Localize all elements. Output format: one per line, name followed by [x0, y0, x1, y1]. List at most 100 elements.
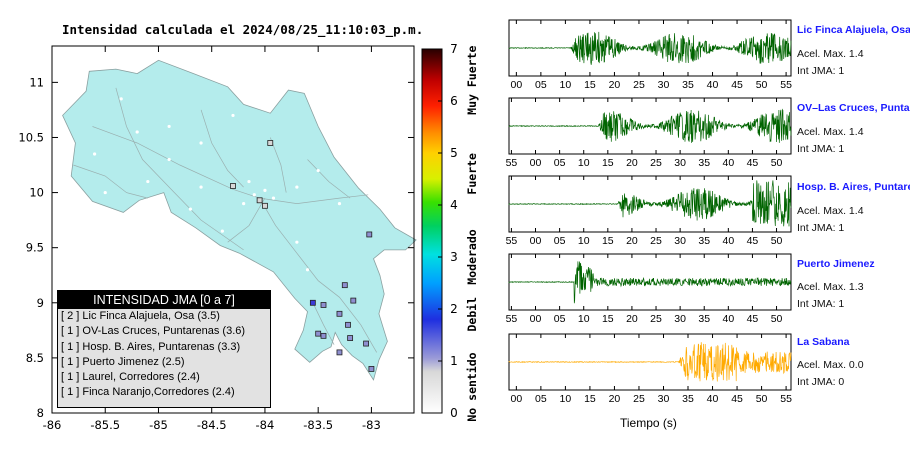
town-dot	[167, 157, 171, 162]
town-dot	[305, 268, 310, 272]
map-frame	[51, 45, 415, 414]
x-tick-label: -86	[43, 418, 62, 432]
waveform-tick-label: 40	[722, 313, 734, 325]
waveform-tick-label: 00	[511, 393, 523, 405]
waveform-tick-label: 30	[674, 235, 686, 247]
waveform-tick-label: 30	[674, 157, 686, 169]
waveform-tick-label: 20	[626, 313, 638, 325]
waveform-tick-label: 25	[633, 79, 645, 91]
legend-title: INTENSIDAD JMA [0 a 7]	[58, 291, 270, 309]
y-tick-label: 9	[37, 296, 44, 310]
town-dot	[295, 240, 299, 244]
y-tick-label: 10	[29, 186, 44, 200]
scale-tick-label: 2	[450, 302, 458, 316]
waveform-station-name: Lic Finca Alajuela, Osa	[797, 24, 910, 36]
x-tick-label: -85	[149, 418, 168, 432]
waveform-tick-label: 55	[506, 157, 518, 169]
town-dot	[231, 113, 235, 118]
town-dot	[167, 124, 171, 129]
waveform-tick-label: 05	[535, 79, 547, 91]
waveform-tick-label: 25	[633, 393, 645, 405]
waveform-jma: Int JMA: 0	[797, 376, 845, 388]
waveform-tick-label: 55	[506, 235, 518, 247]
waveform-tick-label: 45	[747, 235, 759, 247]
legend-row: [ 2 ] Lic Finca Alajuela, Osa (3.5)	[61, 310, 220, 322]
scale-tick-label: 4	[450, 198, 458, 212]
station-marker	[320, 332, 327, 339]
waveform-tick-label: 15	[584, 79, 596, 91]
scale-tick-label: 6	[450, 94, 458, 108]
waveform-tick-label: 30	[674, 313, 686, 325]
scale-category-label: Fuerte	[465, 153, 479, 195]
town-dot	[135, 130, 139, 134]
waveform-station-name: Hosp. B. Aires, Puntarenas	[797, 181, 910, 193]
waveform-tick-label: 50	[756, 393, 768, 405]
scale-category-label: Moderado	[465, 229, 479, 284]
waveform-tick-label: 15	[602, 235, 614, 247]
x-tick-label: -84	[256, 418, 275, 432]
waveform-tick-label: 55	[780, 393, 792, 405]
road-line	[269, 137, 287, 193]
waveform-tick-label: 00	[530, 157, 542, 169]
town-dot	[199, 141, 203, 145]
station-marker	[350, 297, 357, 304]
waveform-tick-label: 35	[698, 235, 710, 247]
waveform-tick-label: 25	[650, 157, 662, 169]
town-dot	[252, 193, 256, 197]
town-dot	[295, 185, 299, 189]
waveform-trace	[508, 31, 792, 65]
waveform-tick-label: 45	[731, 393, 743, 405]
waveform-tick-label: 45	[747, 313, 759, 325]
station-marker	[336, 349, 343, 356]
waveform-panel: 00 05 10 15 20 25 30 35 40 45 50 55	[508, 333, 792, 405]
scale-tick-label: 1	[450, 354, 458, 368]
station-marker	[363, 340, 369, 347]
waveform-tick-label: 50	[771, 235, 783, 247]
waveform-tick-label: 40	[707, 79, 719, 91]
waveform-tick-label: 15	[602, 157, 614, 169]
waveform-tick-label: 35	[682, 393, 694, 405]
waveform-tick-label: 30	[658, 79, 670, 91]
waveform-tick-label: 05	[554, 313, 566, 325]
costa-rica-landmass	[62, 59, 417, 381]
legend-row: [ 1 ] Hosp. B. Aires, Puntarenas (3.3)	[61, 340, 241, 353]
station-marker	[256, 197, 263, 204]
waveform-tick-label: 45	[747, 157, 759, 169]
waveform-tick-label: 35	[698, 157, 710, 169]
scale-tick-label: 7	[450, 42, 458, 56]
town-dot	[119, 97, 123, 101]
town-dot	[337, 202, 342, 206]
town-dot	[199, 185, 203, 189]
waveform-tick-label: 05	[554, 157, 566, 169]
waveform-tick-label: 20	[626, 157, 638, 169]
x-tick-label: -83	[362, 418, 381, 432]
waveform-tick-label: 50	[771, 157, 783, 169]
waveform-tick-label: 20	[609, 79, 621, 91]
waveform-tick-label: 50	[771, 313, 783, 325]
waveform-tick-label: 35	[698, 313, 710, 325]
town-dot	[271, 196, 276, 200]
waveform-tick-label: 25	[650, 235, 662, 247]
scale-tick-label: 0	[450, 406, 458, 420]
station-marker	[347, 335, 354, 341]
road-line	[227, 197, 266, 243]
station-marker	[320, 302, 327, 308]
waveform-tick-label: 15	[602, 313, 614, 325]
town-dot	[316, 168, 320, 173]
waveform-jma: Int JMA: 1	[797, 298, 845, 310]
y-tick-label: 8.5	[26, 351, 44, 365]
town-dot	[188, 207, 193, 211]
waveform-tick-label: 00	[530, 235, 542, 247]
waveform-trace	[508, 108, 792, 143]
waveform-panel: 55 00 05 10 15 20 25 30 35 40 45 50	[506, 175, 792, 247]
waveform-trace	[508, 180, 792, 227]
color-bar	[421, 48, 443, 414]
waveform-tick-label: 10	[560, 79, 572, 91]
scale-category-label: No sentido	[465, 352, 479, 421]
waveform-station-name: La Sabana	[797, 336, 850, 348]
waveform-x-axis-label: Tiempo (s)	[620, 416, 677, 430]
waveform-tick-label: 10	[578, 313, 590, 325]
waveform-tick-label: 05	[554, 235, 566, 247]
town-dot	[92, 152, 97, 156]
